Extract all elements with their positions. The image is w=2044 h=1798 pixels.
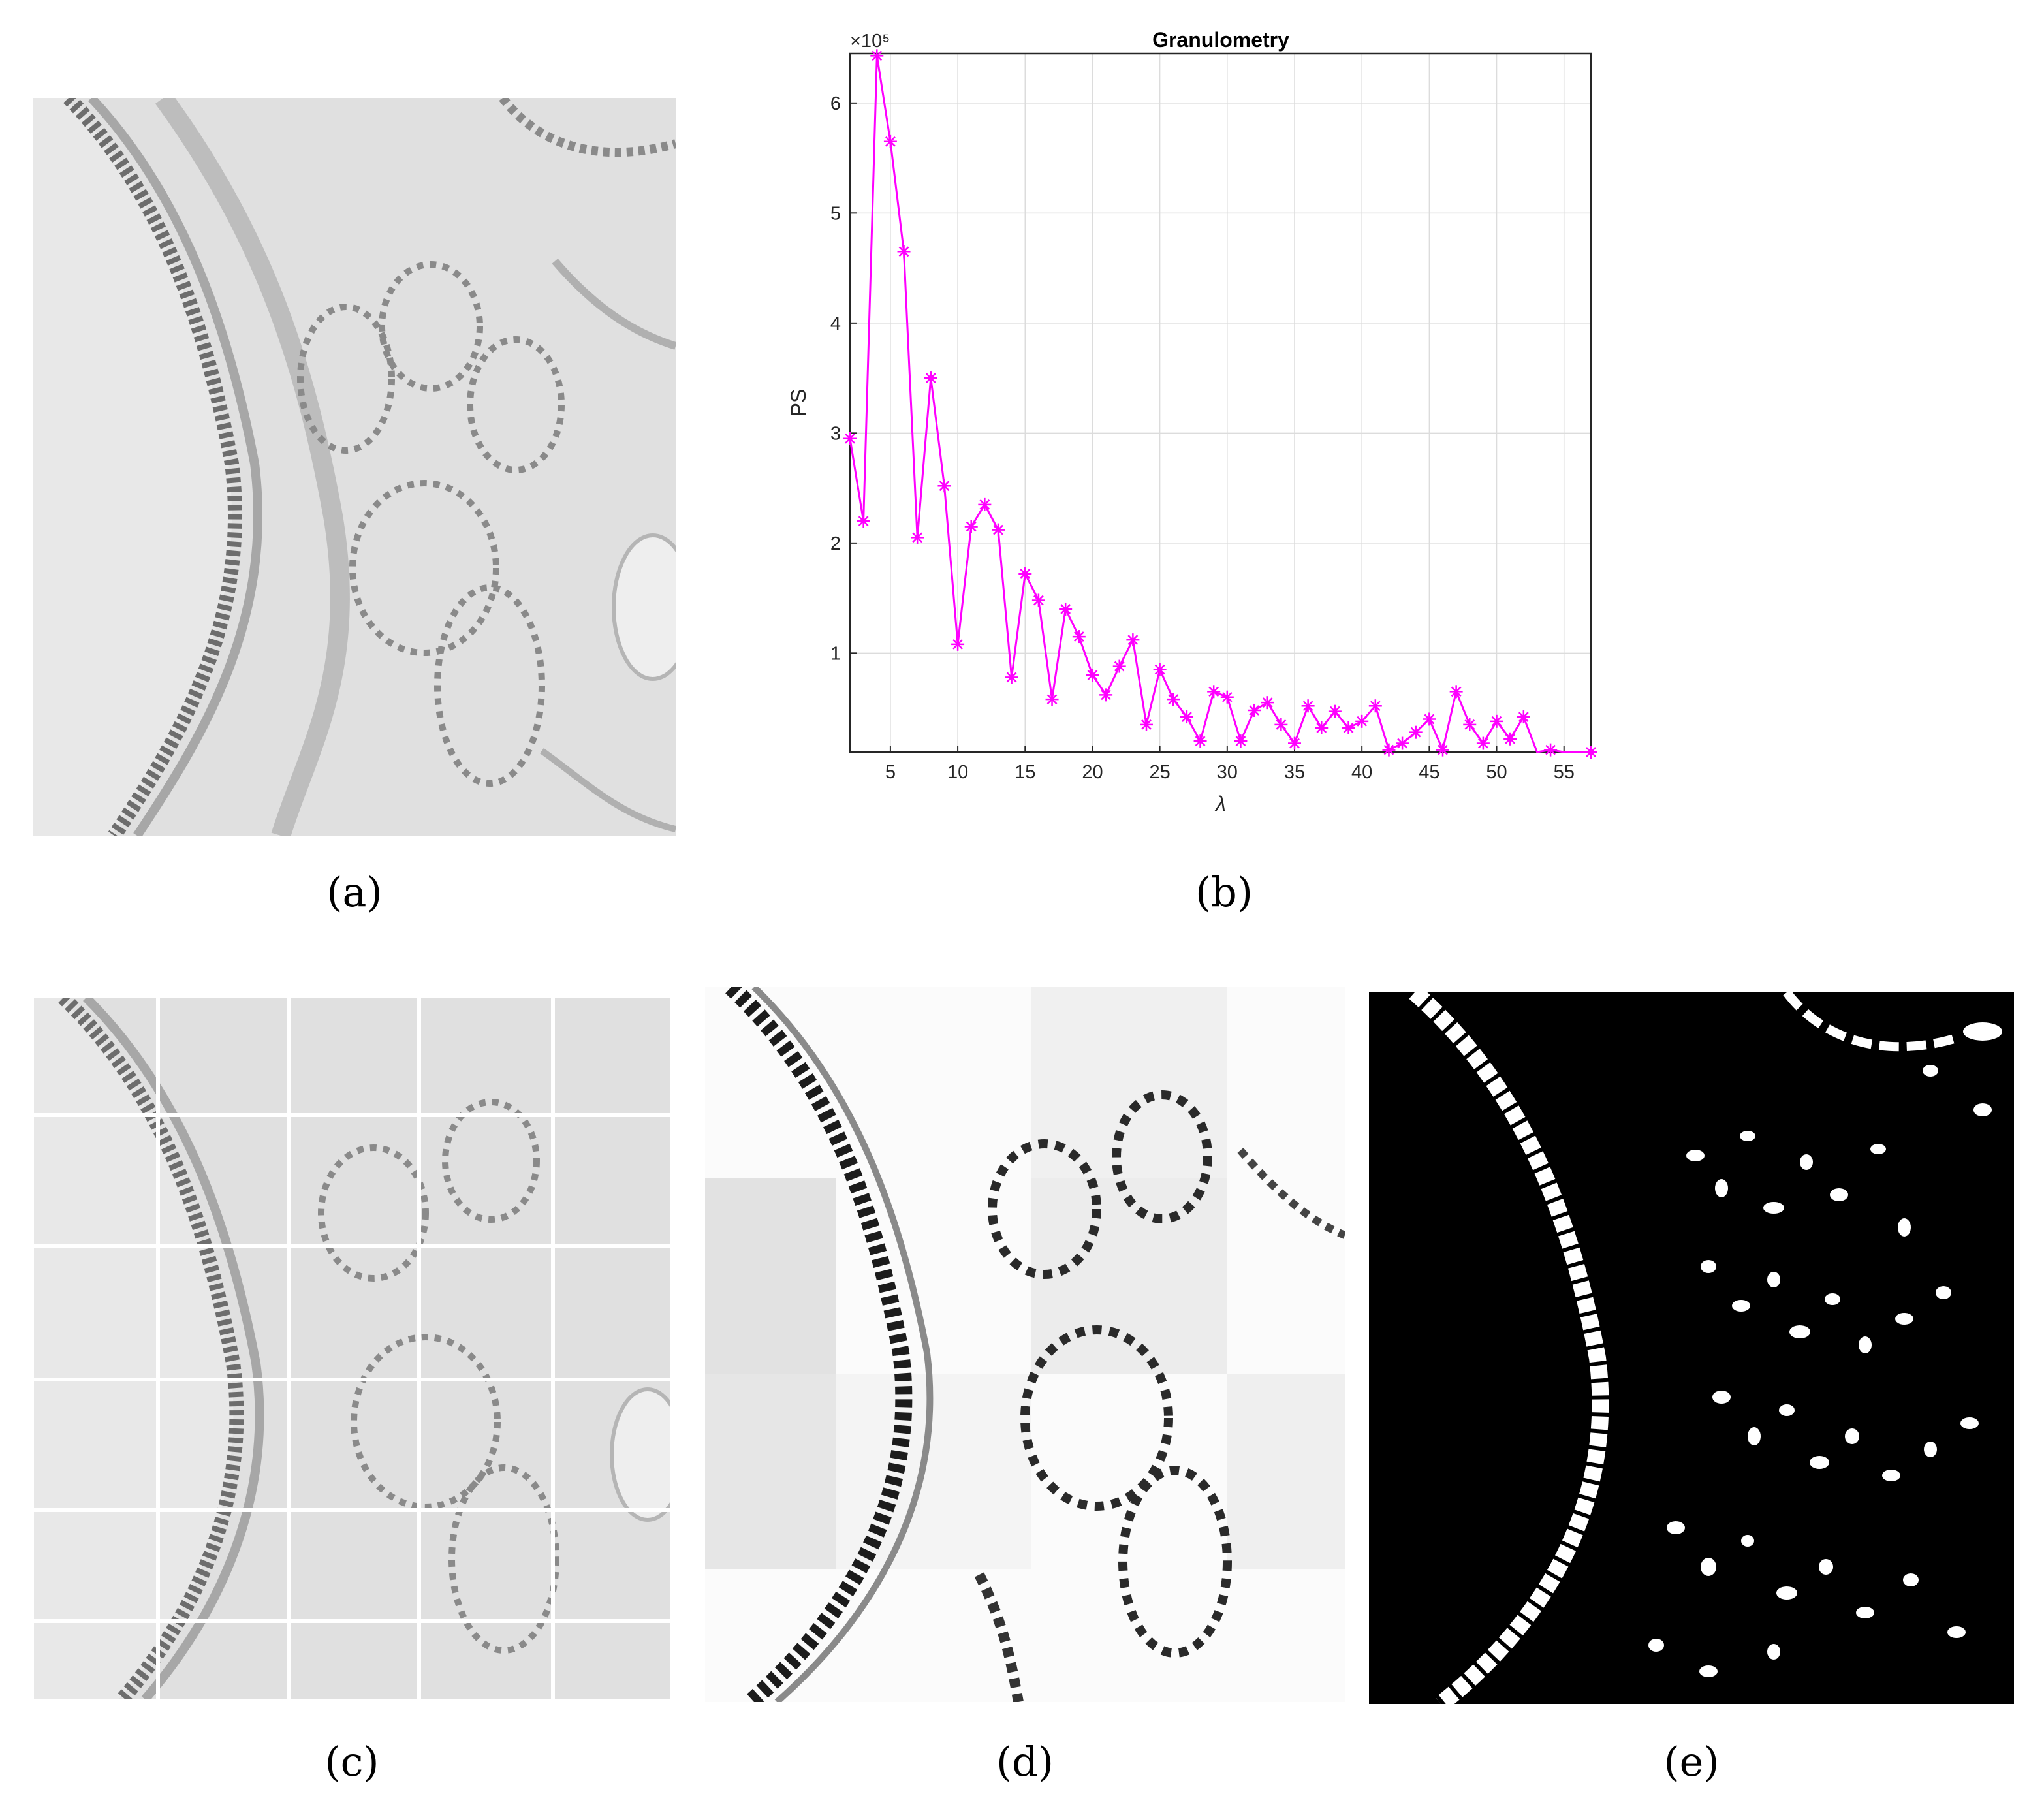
data-point — [1436, 743, 1449, 757]
panel-e-binary-segmentation-image — [1369, 992, 2014, 1704]
x-tick-label: 40 — [1351, 762, 1372, 783]
data-point — [911, 531, 924, 544]
grid-lines — [850, 54, 1591, 752]
data-point — [1584, 746, 1597, 759]
panel-a-tissue-image — [33, 98, 676, 836]
data-point — [1099, 688, 1113, 702]
data-point — [843, 432, 857, 445]
x-tick-label: 10 — [947, 762, 968, 783]
data-point — [1342, 721, 1355, 734]
x-tick-label: 25 — [1150, 762, 1171, 783]
data-point — [883, 134, 897, 148]
data-point — [870, 49, 884, 63]
data-point — [1045, 693, 1059, 706]
data-point — [1031, 593, 1045, 607]
data-point — [1463, 718, 1477, 731]
caption-e: (e) — [1663, 1738, 1720, 1786]
x-tick-label: 35 — [1284, 762, 1305, 783]
data-point — [992, 523, 1005, 537]
x-tick-label: 5 — [885, 762, 896, 783]
data-point — [1544, 743, 1558, 757]
data-point — [1018, 567, 1032, 581]
data-point — [1503, 732, 1517, 746]
data-point — [1234, 734, 1248, 748]
plot-area-frame — [849, 52, 1592, 753]
y-tick-label: 5 — [830, 203, 841, 224]
y-axis-ticks: 1 2 3 4 5 6 — [830, 93, 857, 664]
data-point — [1207, 685, 1221, 699]
data-point — [1355, 714, 1369, 728]
x-tick-label: 50 — [1486, 762, 1507, 783]
series-line — [849, 55, 1591, 753]
y-tick-label: 2 — [830, 533, 841, 554]
panel-c-gridded-tissue-image — [34, 998, 670, 1699]
caption-a: (a) — [326, 868, 383, 916]
data-point — [1261, 696, 1274, 710]
caption-c: (c) — [324, 1738, 379, 1786]
y-tick-label: 6 — [830, 93, 841, 114]
data-point — [1476, 736, 1490, 750]
data-point — [924, 371, 937, 385]
series-markers — [843, 49, 1597, 759]
data-point — [937, 479, 951, 493]
chart-title: Granulometry — [1152, 28, 1289, 52]
data-point — [1368, 699, 1382, 713]
x-axis-label: λ — [1214, 792, 1226, 815]
data-point — [964, 520, 978, 533]
data-point — [857, 514, 870, 528]
data-point — [1140, 718, 1153, 731]
data-point — [1288, 736, 1301, 750]
data-point — [951, 637, 965, 651]
x-tick-label: 55 — [1554, 762, 1575, 783]
data-point — [978, 497, 992, 511]
data-point — [1220, 690, 1234, 704]
data-point — [1274, 718, 1288, 731]
data-point — [1517, 710, 1530, 724]
data-point — [1315, 721, 1329, 734]
caption-d: (d) — [996, 1738, 1054, 1786]
x-tick-label: 45 — [1419, 762, 1439, 783]
panel-d-enhanced-tissue-image — [705, 987, 1345, 1702]
data-point — [1086, 669, 1099, 682]
caption-b: (b) — [1195, 868, 1253, 916]
data-point — [1382, 743, 1396, 757]
data-point — [1396, 736, 1409, 750]
data-point — [1059, 602, 1073, 616]
y-tick-label: 1 — [830, 643, 841, 664]
data-point — [1490, 714, 1503, 728]
data-point — [1248, 703, 1261, 717]
x-tick-label: 15 — [1014, 762, 1035, 783]
data-point — [1180, 710, 1193, 724]
data-point — [1409, 725, 1423, 739]
y-axis-exponent: ×10⁵ — [850, 31, 890, 52]
data-point — [1112, 659, 1126, 673]
data-point — [1005, 670, 1018, 684]
y-axis-label: PS — [787, 389, 810, 417]
y-tick-label: 4 — [830, 313, 841, 334]
data-point — [1301, 699, 1315, 713]
data-point — [1328, 704, 1342, 718]
data-point — [1193, 734, 1207, 748]
data-point — [1153, 663, 1167, 676]
data-point — [1126, 633, 1140, 647]
data-point — [1423, 712, 1436, 726]
x-tick-label: 30 — [1217, 762, 1238, 783]
data-point — [1072, 630, 1086, 644]
x-axis-ticks: 5 10 15 20 25 30 35 40 45 50 55 — [885, 746, 1575, 783]
x-tick-label: 20 — [1082, 762, 1103, 783]
data-point — [1167, 693, 1180, 706]
data-point — [1449, 685, 1463, 699]
y-tick-label: 3 — [830, 423, 841, 444]
data-point — [897, 245, 911, 259]
